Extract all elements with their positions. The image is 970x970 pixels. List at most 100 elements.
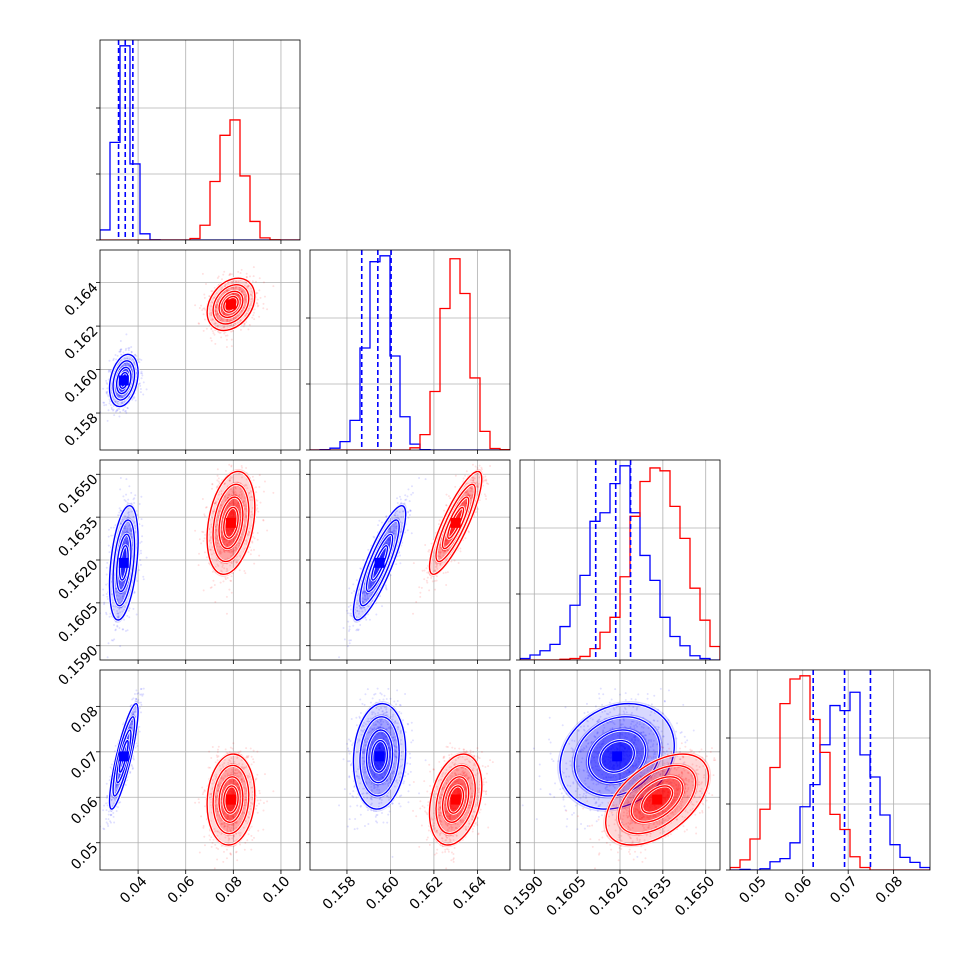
point bbox=[230, 273, 233, 276]
point bbox=[119, 488, 122, 491]
point bbox=[242, 325, 245, 328]
point bbox=[231, 292, 234, 295]
point bbox=[126, 362, 129, 365]
point bbox=[222, 538, 225, 541]
point bbox=[439, 563, 442, 566]
point bbox=[266, 529, 269, 532]
point bbox=[120, 586, 123, 589]
point bbox=[117, 600, 120, 603]
point bbox=[121, 592, 124, 595]
point bbox=[119, 645, 122, 648]
point bbox=[231, 330, 234, 333]
point bbox=[121, 628, 124, 631]
point bbox=[347, 620, 350, 623]
point bbox=[214, 310, 217, 313]
point bbox=[116, 615, 119, 618]
density-peak-0 bbox=[118, 557, 129, 568]
point bbox=[129, 527, 132, 530]
point bbox=[128, 607, 131, 610]
point bbox=[215, 313, 218, 316]
point bbox=[245, 539, 248, 542]
point bbox=[230, 502, 233, 505]
point bbox=[230, 580, 233, 583]
point bbox=[138, 382, 141, 385]
point bbox=[472, 476, 475, 479]
point bbox=[230, 591, 233, 594]
point bbox=[133, 501, 136, 504]
point bbox=[239, 272, 242, 275]
point bbox=[140, 495, 143, 498]
point bbox=[228, 463, 231, 466]
point bbox=[219, 552, 222, 555]
point bbox=[404, 494, 407, 497]
point bbox=[243, 323, 246, 326]
point bbox=[112, 398, 115, 401]
point bbox=[106, 656, 109, 659]
point bbox=[124, 527, 127, 530]
point bbox=[356, 603, 359, 606]
point bbox=[255, 504, 258, 507]
point bbox=[223, 538, 226, 541]
point bbox=[116, 625, 119, 628]
point bbox=[226, 543, 229, 546]
point bbox=[224, 334, 227, 337]
point bbox=[128, 524, 131, 527]
point bbox=[130, 529, 133, 532]
point bbox=[216, 310, 219, 313]
point bbox=[243, 497, 246, 500]
point bbox=[112, 359, 115, 362]
point bbox=[215, 304, 218, 307]
point bbox=[243, 298, 246, 301]
point bbox=[120, 348, 123, 351]
point bbox=[215, 314, 218, 317]
point bbox=[236, 560, 239, 563]
y-tick-label: 0.164 bbox=[62, 280, 102, 320]
point bbox=[127, 364, 130, 367]
point bbox=[272, 491, 275, 494]
point bbox=[258, 486, 261, 489]
point bbox=[223, 550, 226, 553]
point bbox=[453, 559, 456, 562]
point bbox=[110, 534, 113, 537]
point bbox=[122, 495, 125, 498]
point bbox=[213, 323, 216, 326]
point bbox=[392, 524, 395, 527]
point bbox=[120, 389, 123, 392]
point bbox=[244, 505, 247, 508]
point bbox=[411, 491, 414, 494]
point bbox=[125, 540, 128, 543]
point bbox=[368, 581, 371, 584]
point bbox=[236, 504, 239, 507]
point bbox=[124, 539, 127, 542]
point bbox=[210, 548, 213, 551]
point bbox=[229, 477, 232, 480]
point bbox=[409, 509, 412, 512]
point bbox=[216, 277, 219, 280]
point bbox=[468, 494, 471, 497]
point bbox=[222, 319, 225, 322]
contour-series-1 bbox=[206, 470, 256, 575]
point bbox=[226, 320, 229, 323]
point bbox=[227, 289, 230, 292]
point bbox=[128, 364, 131, 367]
point bbox=[115, 409, 118, 412]
point bbox=[235, 561, 238, 564]
point bbox=[251, 475, 254, 478]
point bbox=[209, 586, 212, 589]
point bbox=[118, 606, 121, 609]
point bbox=[133, 592, 136, 595]
point bbox=[139, 563, 142, 566]
point bbox=[366, 593, 369, 596]
point bbox=[229, 551, 232, 554]
point bbox=[232, 491, 235, 494]
point bbox=[445, 543, 448, 546]
point bbox=[243, 304, 246, 307]
point bbox=[390, 524, 393, 527]
point bbox=[114, 587, 117, 590]
point bbox=[133, 361, 136, 364]
point bbox=[124, 410, 127, 413]
point bbox=[228, 504, 231, 507]
point bbox=[224, 510, 227, 513]
point bbox=[110, 408, 113, 411]
point bbox=[224, 482, 227, 485]
